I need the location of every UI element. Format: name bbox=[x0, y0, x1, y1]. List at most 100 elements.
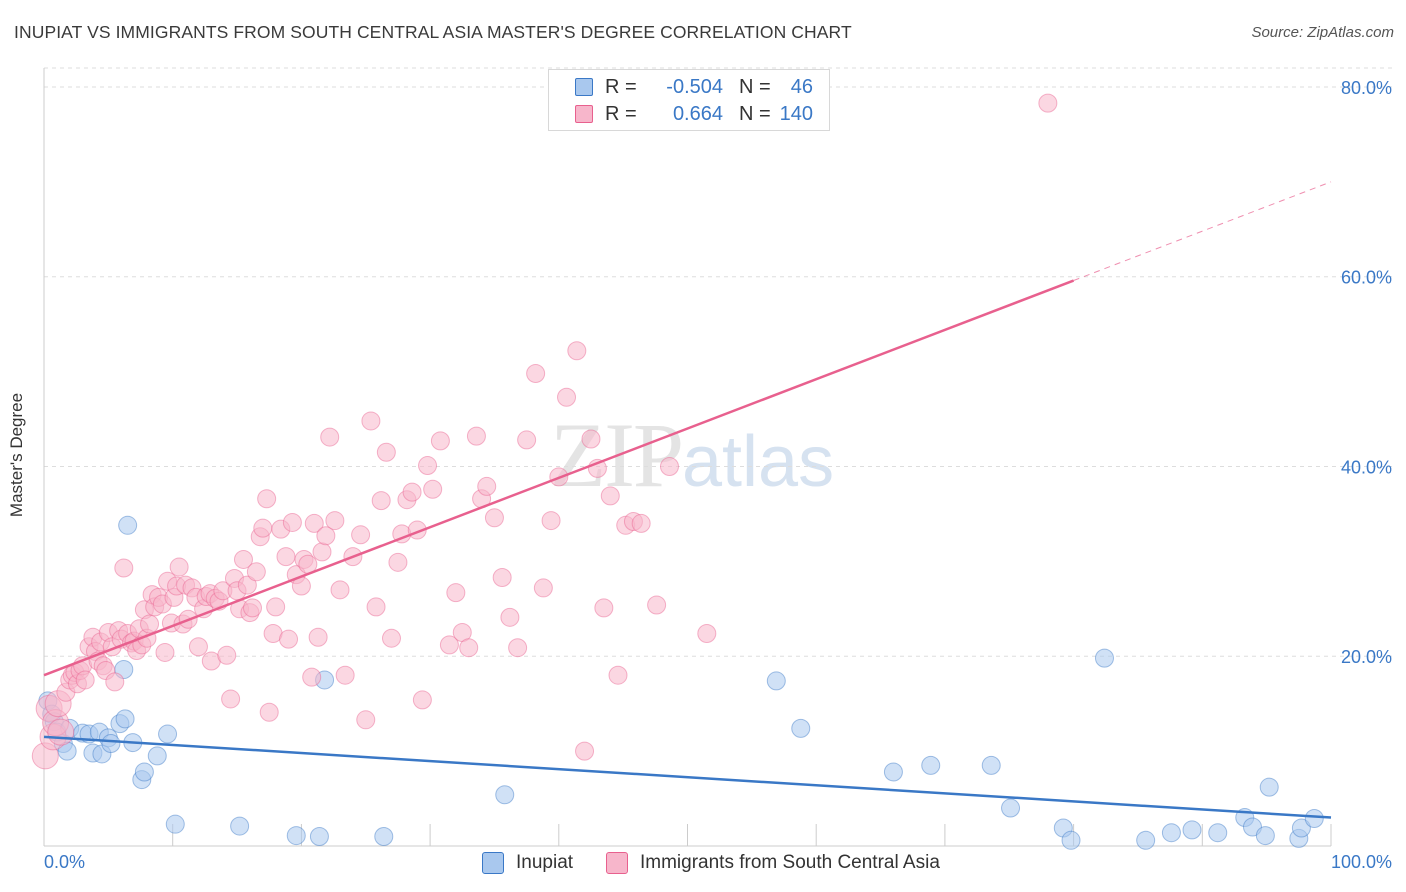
immigrants-point bbox=[217, 645, 237, 665]
inupiat-point bbox=[286, 826, 306, 846]
legend-swatch-inupiat bbox=[575, 78, 593, 96]
immigrants-point bbox=[526, 364, 546, 384]
immigrants-point bbox=[276, 547, 296, 567]
inupiat-point bbox=[1001, 798, 1021, 818]
immigrants-point bbox=[446, 583, 466, 603]
inupiat-point bbox=[1061, 830, 1081, 850]
immigrants-trend-line bbox=[43, 279, 1075, 677]
immigrants-point bbox=[114, 558, 134, 578]
inupiat-point bbox=[981, 755, 1001, 775]
source-label: Source: ZipAtlas.com bbox=[1251, 24, 1394, 41]
inupiat-point bbox=[1182, 820, 1202, 840]
immigrants-point bbox=[697, 623, 717, 643]
inupiat-trend-line bbox=[43, 735, 1332, 819]
immigrants-point bbox=[188, 637, 208, 657]
legend-n-value: 140 bbox=[779, 102, 813, 125]
inupiat-point bbox=[114, 660, 134, 680]
immigrants-point bbox=[402, 482, 422, 502]
immigrants-point bbox=[105, 672, 125, 692]
immigrants-point bbox=[246, 562, 266, 582]
immigrants-point bbox=[75, 670, 95, 690]
immigrants-point bbox=[140, 614, 160, 634]
inupiat-point bbox=[309, 827, 329, 847]
immigrants-point bbox=[279, 629, 299, 649]
series-legend: Inupiat Immigrants from South Central As… bbox=[0, 852, 1406, 876]
immigrants-point bbox=[312, 542, 332, 562]
series-legend-immigrants[interactable]: Immigrants from South Central Asia bbox=[606, 852, 940, 874]
y-tick-label: 60.0% bbox=[1341, 268, 1392, 288]
immigrants-point bbox=[594, 598, 614, 618]
immigrants-point bbox=[366, 597, 386, 617]
immigrants-point bbox=[302, 667, 322, 687]
immigrants-point bbox=[221, 689, 241, 709]
immigrants-trend-extension bbox=[1073, 181, 1332, 281]
immigrants-point bbox=[320, 427, 340, 447]
series-legend-inupiat[interactable]: Inupiat bbox=[482, 852, 573, 874]
legend-swatch-immigrants bbox=[575, 105, 593, 123]
immigrants-point bbox=[356, 710, 376, 730]
inupiat-point bbox=[115, 709, 135, 729]
immigrants-point bbox=[237, 575, 257, 595]
inupiat-point bbox=[1255, 826, 1275, 846]
immigrants-point bbox=[304, 513, 324, 533]
immigrants-point bbox=[266, 597, 286, 617]
immigrants-point bbox=[533, 578, 553, 598]
immigrants-point bbox=[631, 513, 651, 533]
legend-n-label: N = bbox=[739, 102, 771, 125]
immigrants-point bbox=[459, 638, 479, 658]
legend-n-label: N = bbox=[739, 75, 771, 98]
immigrants-point bbox=[575, 741, 595, 761]
series-label-immigrants: Immigrants from South Central Asia bbox=[640, 852, 940, 873]
series-label-inupiat: Inupiat bbox=[516, 852, 574, 873]
inupiat-point bbox=[147, 746, 167, 766]
immigrants-point bbox=[541, 511, 561, 531]
immigrants-point bbox=[325, 511, 345, 531]
immigrants-point bbox=[418, 456, 438, 476]
legend-r-value: 0.664 bbox=[672, 102, 723, 125]
immigrants-point bbox=[439, 635, 459, 655]
immigrants-point bbox=[257, 489, 277, 509]
legend-r-label: R = bbox=[605, 102, 637, 125]
immigrants-point bbox=[316, 526, 336, 546]
immigrants-point bbox=[233, 549, 253, 569]
inupiat-point bbox=[1161, 823, 1181, 843]
inupiat-point bbox=[1242, 817, 1262, 837]
inupiat-point bbox=[101, 734, 121, 754]
inupiat-point bbox=[1136, 830, 1156, 850]
inupiat-point bbox=[374, 827, 394, 847]
immigrants-point bbox=[282, 512, 302, 532]
legend-n-value: 46 bbox=[790, 75, 813, 98]
immigrants-point bbox=[484, 508, 504, 528]
y-tick-label: 20.0% bbox=[1341, 647, 1392, 667]
immigrants-point bbox=[508, 638, 528, 658]
immigrants-point bbox=[308, 627, 328, 647]
inupiat-point bbox=[1304, 808, 1324, 828]
immigrants-point bbox=[1038, 93, 1058, 113]
immigrants-point bbox=[169, 557, 189, 577]
inupiat-point bbox=[118, 515, 138, 535]
immigrants-point bbox=[412, 690, 432, 710]
immigrants-point bbox=[600, 486, 620, 506]
legend-row-inupiat: R = -0.504 N = 46 bbox=[575, 75, 813, 99]
inupiat-point bbox=[921, 755, 941, 775]
immigrants-point bbox=[376, 442, 396, 462]
inupiat-point bbox=[883, 762, 903, 782]
immigrants-point bbox=[567, 341, 587, 361]
immigrants-point bbox=[647, 595, 667, 615]
x-tick-label: 100.0% bbox=[1331, 852, 1392, 872]
y-tick-label: 80.0% bbox=[1341, 78, 1392, 98]
inupiat-point bbox=[165, 814, 185, 834]
immigrants-point bbox=[608, 665, 628, 685]
series-swatch-immigrants bbox=[606, 852, 628, 874]
immigrants-point bbox=[517, 430, 537, 450]
immigrants-point bbox=[361, 411, 381, 431]
immigrants-point bbox=[492, 567, 512, 587]
watermark: ZIPatlas bbox=[550, 402, 834, 508]
immigrants-point bbox=[423, 479, 443, 499]
series-swatch-inupiat bbox=[482, 852, 504, 874]
legend-r-label: R = bbox=[605, 75, 637, 98]
inupiat-point bbox=[1208, 823, 1228, 843]
immigrants-point bbox=[659, 456, 679, 476]
immigrants-point bbox=[477, 476, 497, 496]
